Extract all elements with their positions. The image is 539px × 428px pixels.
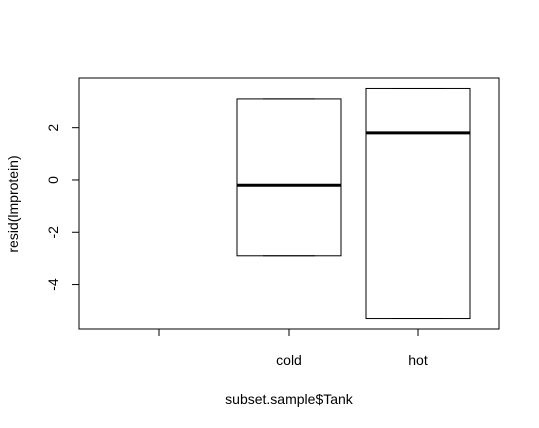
box-cold (236, 98, 342, 257)
y-tick-label: -2 (45, 226, 61, 239)
x-tick-label-cold: cold (276, 352, 302, 368)
box-body-hot (365, 87, 471, 320)
y-axis-label: resid(lmprotein) (5, 155, 21, 252)
box-hot (365, 87, 471, 320)
y-tick-label: -4 (45, 278, 61, 291)
box-body-cold (236, 98, 342, 257)
boxes-layer (236, 87, 471, 320)
axes-layer: -4 -2 0 2 cold hot (45, 77, 500, 368)
x-axis-label: subset.sample$Tank (225, 391, 354, 407)
x-tick-label-hot: hot (408, 352, 428, 368)
y-tick-label: 2 (45, 124, 61, 132)
y-tick-label: 0 (45, 176, 61, 184)
